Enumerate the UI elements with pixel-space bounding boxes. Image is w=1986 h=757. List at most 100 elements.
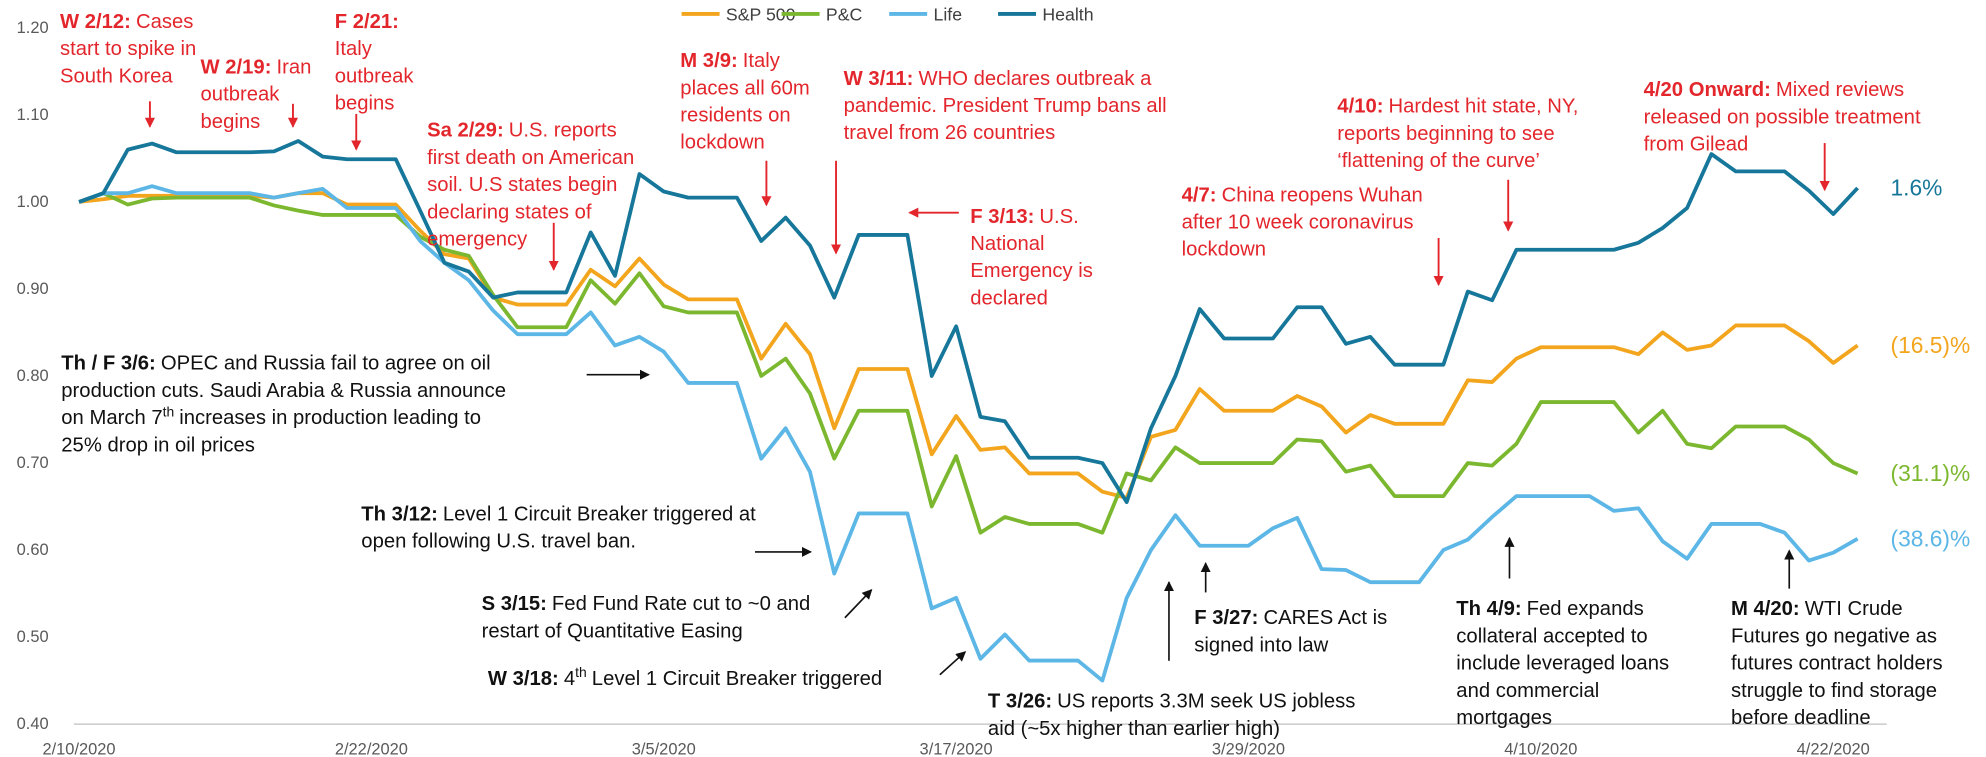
annotation: Sa 2/29: U.S. reports first death on Ameri…: [427, 120, 634, 251]
annotation-bold: W 3/11:: [844, 68, 914, 90]
annotation-text: U.S.: [1039, 206, 1078, 228]
y-tick-label: 0.70: [17, 454, 49, 472]
annotation-text: South Korea: [60, 65, 173, 87]
annotation-bold: F 3/27:: [1194, 607, 1258, 629]
annotation-bold: Sa 2/29:: [427, 120, 504, 142]
annotation-text: WTI Crude: [1805, 598, 1903, 620]
annotation-text: start to spike in: [60, 38, 196, 60]
annotation-text: signed into law: [1194, 634, 1328, 656]
annotation-text: pandemic. President Trump bans all: [844, 95, 1167, 117]
annotation-bold: S 3/15:: [482, 593, 547, 615]
annotation-text: ‘flattening of the curve’: [1337, 150, 1540, 172]
x-tick-label: 3/17/2020: [920, 740, 993, 757]
black-arrows: [586, 369, 1795, 676]
annotation-text: Level 1 Circuit Breaker triggered: [592, 668, 882, 690]
annotation-bold: Th 3/12:: [361, 503, 438, 525]
annotation-sup: th: [575, 664, 587, 680]
annotation-text: soil. U.S states begin: [427, 174, 617, 196]
annotation-bold: M 4/20:: [1731, 598, 1800, 620]
annotation-text: lockdown: [1182, 239, 1266, 261]
annotation: 4/7: China reopens Wuhan after 10 week cor…: [1182, 184, 1423, 260]
annotation: T 3/26: US reports 3.3M seek US jobless ai…: [988, 691, 1355, 740]
annotation: 4/20 Onward: Mixed reviews released on pos…: [1644, 79, 1921, 155]
y-tick-label: 0.90: [17, 280, 49, 298]
annotation: W 2/12: Cases start to spike in South Korea: [60, 11, 196, 87]
x-tick-label: 4/10/2020: [1504, 740, 1577, 757]
annotation-text: restart of Quantitative Easing: [482, 620, 743, 642]
legend-label: Life: [934, 4, 963, 24]
y-tick-label: 1.00: [17, 193, 49, 211]
annotation-text: OPEC and Russia fail to agree on oil: [161, 353, 491, 375]
legend-label: P&C: [826, 4, 863, 24]
annotation-text: first death on American: [427, 147, 634, 169]
x-tick-label: 2/10/2020: [42, 740, 115, 757]
legend-label: Health: [1042, 4, 1093, 24]
annotation-sup: th: [163, 403, 175, 419]
annotation-text: mortgages: [1456, 707, 1552, 729]
annotation-bold: 4/7:: [1182, 184, 1217, 206]
annotation-text: struggle to find storage: [1731, 680, 1937, 702]
annotation-text: Cases: [136, 11, 193, 33]
annotation: M 3/9: Italy places all 60m residents on loc…: [680, 50, 809, 154]
arrow: [844, 588, 873, 619]
annotation-bold: F 3/13:: [970, 206, 1034, 228]
annotation: M 4/20: WTI Crude Futures go negative as fu…: [1731, 598, 1943, 729]
annotation-text: reports beginning to see: [1337, 123, 1554, 145]
annotation-text: open following U.S. travel ban.: [361, 530, 636, 552]
annotation-text: collateral accepted to: [1456, 625, 1647, 647]
annotation-text: outbreak: [335, 65, 415, 87]
annotation-bold: Th / F 3/6:: [61, 353, 156, 375]
y-tick-label: 1.10: [17, 106, 49, 124]
annotation-text: declaring states of: [427, 201, 592, 223]
annotation-text: declared: [970, 287, 1048, 309]
annotation-text: Italy: [335, 38, 373, 60]
annotation: 4/10: Hardest hit state, NY, reports begin…: [1337, 96, 1578, 172]
annotation-bold: W 2/12:: [60, 11, 131, 33]
annotation-text: National: [970, 233, 1044, 255]
annotation-bold: 4/20 Onward:: [1644, 79, 1771, 101]
annotation-text: after 10 week coronavirus: [1182, 211, 1414, 233]
annotation-text: begins: [335, 92, 395, 114]
annotation: S 3/15: Fed Fund Rate cut to ~0 and restar…: [482, 593, 811, 642]
annotation: F 3/27: CARES Act is signed into law: [1194, 607, 1387, 656]
annotation-text: released on possible treatment: [1644, 106, 1921, 128]
legend-label: S&P 500: [726, 4, 796, 24]
annotation: F 2/21: Italy outbreak begins: [335, 11, 415, 115]
annotation-bold: F 2/21:: [335, 11, 399, 33]
annotation: Th / F 3/6: OPEC and Russia fail to agree…: [61, 353, 506, 457]
annotation-text: futures contract holders: [1731, 653, 1943, 675]
arrow: [939, 651, 967, 676]
annotation-bold: T 3/26:: [988, 691, 1052, 713]
annotation-text: include leveraged loans: [1456, 653, 1669, 675]
annotation-text: US reports 3.3M seek US jobless: [1057, 691, 1355, 713]
annotation-text: WHO declares outbreak a: [918, 68, 1152, 90]
red-arrows: [144, 101, 1830, 287]
x-tick-label: 3/5/2020: [632, 740, 696, 757]
annotation-text: travel from 26 countries: [844, 122, 1056, 144]
annotation-text: emergency: [427, 229, 528, 251]
annotation-text: Level 1 Circuit Breaker triggered at: [443, 503, 756, 525]
annotation: W 3/18: 4th Level 1 Circuit Breaker trigge…: [488, 664, 882, 690]
annotation-text: CARES Act is: [1263, 607, 1387, 629]
series-line: [78, 191, 1859, 500]
series-line: [78, 184, 1859, 683]
annotation-text: 4: [564, 668, 575, 690]
x-tick-label: 3/29/2020: [1212, 740, 1285, 757]
end-label: (16.5)%: [1891, 332, 1971, 358]
annotation-text: China reopens Wuhan: [1222, 184, 1423, 206]
end-label: (31.1)%: [1891, 460, 1971, 486]
annotation-bold: W 2/19:: [201, 56, 272, 78]
annotation-text: begins: [201, 111, 261, 133]
annotation-text: before deadline: [1731, 707, 1871, 729]
annotation-bold: W 3/18:: [488, 668, 559, 690]
end-label: 1.6%: [1891, 175, 1943, 201]
y-tick-label: 0.50: [17, 628, 49, 646]
series-line: [78, 191, 1859, 535]
annotation-text: and commercial: [1456, 680, 1599, 702]
end-label: (38.6)%: [1891, 525, 1971, 551]
y-tick-label: 0.40: [17, 715, 49, 733]
annotation-text: places all 60m: [680, 77, 809, 99]
annotation-bold: Th 4/9:: [1456, 598, 1521, 620]
series-line: [78, 139, 1859, 505]
x-tick-label: 4/22/2020: [1797, 740, 1870, 757]
